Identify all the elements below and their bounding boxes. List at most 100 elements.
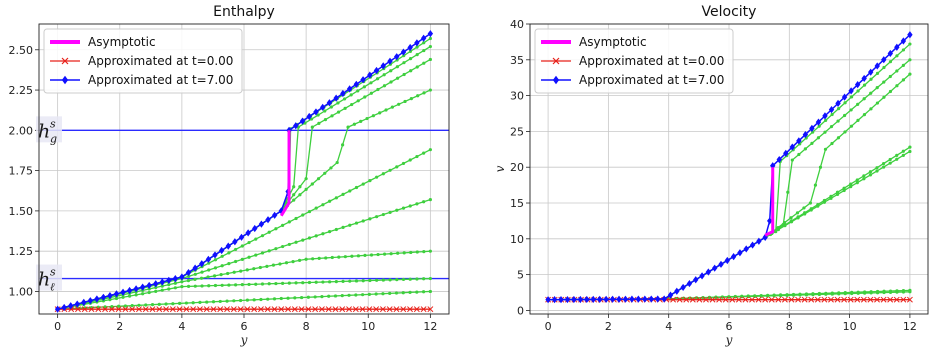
intermediate-point: [376, 252, 380, 257]
t0-marker: [230, 306, 237, 313]
intermediate-point: [830, 112, 834, 117]
y-tick-label: 0: [517, 304, 524, 317]
t0-marker: [257, 306, 264, 313]
t7-marker: [353, 80, 360, 88]
intermediate-point: [862, 174, 866, 178]
intermediate-point: [388, 291, 392, 295]
intermediate-point: [849, 108, 853, 112]
intermediate-point: [803, 147, 807, 151]
intermediate-point: [333, 294, 338, 298]
t7-marker: [427, 30, 434, 38]
intermediate-point: [376, 87, 380, 92]
x-tick-label: 8: [786, 320, 793, 333]
intermediate-point: [415, 277, 419, 281]
t7-marker: [225, 242, 231, 250]
intermediate-point: [343, 106, 347, 110]
intermediate-point: [301, 238, 305, 242]
t7-marker: [564, 295, 571, 304]
y-axis-label: v: [493, 165, 507, 172]
t0-marker: [359, 306, 366, 313]
intermediate-point: [298, 193, 302, 197]
intermediate-point: [354, 293, 358, 297]
intermediate-point: [856, 118, 860, 122]
intermediate-point: [882, 289, 886, 293]
y-tick-label: 1.25: [9, 245, 34, 258]
intermediate-point: [321, 203, 325, 207]
t7-marker: [258, 220, 265, 228]
intermediate-point: [304, 257, 308, 261]
t7-marker: [724, 256, 731, 265]
intermediate-point: [160, 288, 164, 292]
intermediate-point: [330, 114, 334, 118]
intermediate-point: [772, 293, 776, 297]
t7-marker: [407, 43, 413, 52]
intermediate-point: [856, 102, 860, 106]
intermediate-point: [240, 257, 244, 261]
intermediate-point: [245, 268, 249, 272]
intermediate-point: [862, 83, 867, 87]
threshold-annotation: h sℓ: [36, 264, 62, 294]
intermediate-point: [810, 141, 814, 145]
intermediate-point: [341, 143, 345, 147]
y-tick-label: 25: [510, 125, 524, 138]
t0-marker: [291, 306, 298, 313]
intermediate-point: [753, 294, 757, 298]
t0-marker: [781, 296, 788, 303]
t7-marker: [245, 229, 251, 237]
intermediate-point: [381, 172, 385, 176]
t0-marker: [670, 296, 677, 303]
intermediate-point: [774, 230, 778, 234]
t7-marker: [306, 112, 312, 121]
intermediate-point: [362, 85, 366, 89]
intermediate-point: [154, 289, 158, 293]
intermediate-point: [908, 72, 912, 76]
t7-marker: [629, 295, 635, 303]
intermediate-point: [395, 165, 399, 169]
t7-marker: [767, 217, 773, 225]
intermediate-point: [375, 175, 379, 179]
intermediate-point: [267, 249, 271, 253]
t7-marker: [185, 268, 192, 277]
intermediate-point: [234, 283, 238, 287]
t0-marker: [129, 306, 136, 313]
y-tick-label: 1.00: [9, 285, 34, 298]
plot-area: [545, 31, 913, 304]
plot-frame: [38, 23, 450, 315]
t7-marker: [265, 216, 271, 224]
t0-marker: [224, 306, 231, 313]
t7-marker: [887, 49, 894, 58]
x-tick-label: 4: [665, 320, 672, 333]
intermediate-point: [307, 209, 312, 214]
intermediate-point: [284, 261, 289, 265]
intermediate-point: [279, 296, 283, 301]
intermediate-point: [816, 202, 820, 207]
intermediate-point: [869, 290, 873, 294]
intermediate-point: [875, 101, 880, 105]
t0-marker: [887, 296, 894, 303]
t7-marker: [153, 280, 159, 288]
intermediate-point: [199, 276, 204, 280]
t7-marker: [126, 286, 133, 295]
t7-marker: [841, 93, 848, 101]
intermediate-point: [422, 41, 426, 45]
t0-marker: [400, 306, 407, 313]
intermediate-point: [361, 219, 365, 223]
intermediate-point: [287, 220, 291, 224]
intermediate-point: [160, 284, 164, 288]
intermediate-point: [309, 117, 314, 121]
t7-marker: [271, 211, 278, 219]
annotation-subscript: g: [50, 132, 57, 145]
x-tick-label: 12: [423, 320, 437, 333]
intermediate-point: [403, 99, 407, 104]
y-tick-label: 5: [517, 269, 524, 282]
t0-marker: [854, 296, 861, 303]
intermediate-point: [341, 225, 345, 229]
t7-marker: [861, 74, 867, 83]
intermediate-point: [292, 185, 296, 189]
intermediate-point: [823, 130, 827, 134]
intermediate-point: [360, 293, 365, 297]
intermediate-point: [198, 300, 202, 304]
t7-marker: [107, 291, 113, 300]
intermediate-point: [401, 161, 406, 166]
legend-label: Asymptotic: [579, 35, 647, 49]
